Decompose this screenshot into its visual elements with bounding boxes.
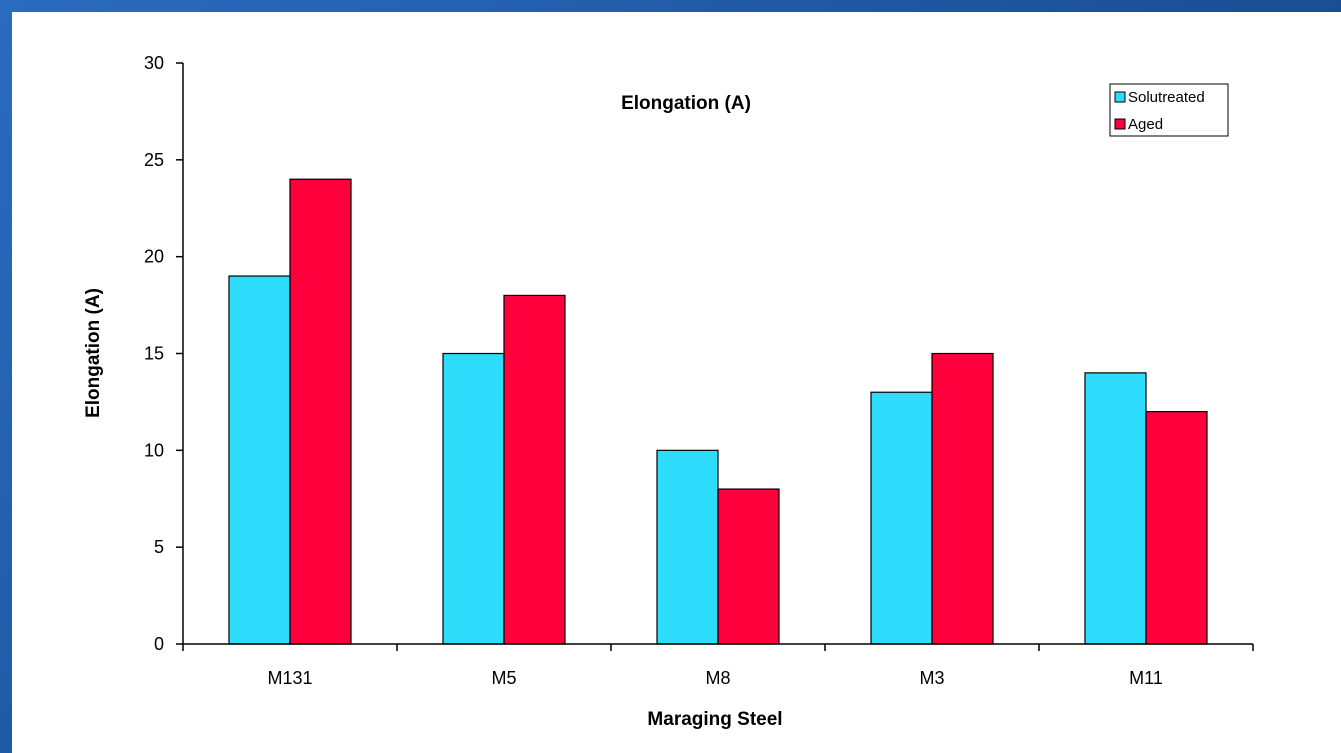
bar-solutreated-m131: [228, 275, 291, 645]
legend-label-solutreated: Solutreated: [1128, 89, 1205, 106]
y-tick-label: 0: [154, 634, 164, 654]
bar-solutreated-m5: [442, 352, 505, 645]
chart-title: Elongation (A): [621, 93, 751, 114]
y-tick-label: 25: [144, 150, 164, 170]
x-tick-label: M3: [919, 668, 944, 688]
bar-solutreated-m3: [870, 391, 933, 645]
y-axis-label: Elongation (A): [83, 288, 104, 418]
x-tick-label: M8: [705, 668, 730, 688]
x-tick-label: M11: [1129, 668, 1163, 688]
bar-aged-m5: [503, 294, 566, 645]
legend-box: [1109, 83, 1229, 137]
y-tick-label: 5: [154, 537, 164, 557]
y-tick-label: 20: [144, 247, 164, 267]
legend-label-aged: Aged: [1128, 116, 1163, 133]
x-tick-label: M5: [491, 668, 516, 688]
x-axis-label: Maraging Steel: [647, 709, 782, 730]
legend-swatch-aged: [1114, 118, 1126, 130]
y-tick-label: 15: [144, 344, 164, 364]
bar-solutreated-m11: [1084, 372, 1147, 645]
y-tick-label: 10: [144, 440, 164, 460]
bar-solutreated-m8: [656, 449, 719, 645]
x-tick-label: M131: [267, 668, 312, 688]
bar-aged-m131: [289, 178, 352, 645]
bar-aged-m11: [1145, 411, 1208, 645]
legend: Solutreated Aged: [1109, 83, 1229, 137]
bar-aged-m8: [717, 488, 780, 645]
bar-aged-m3: [931, 352, 994, 645]
y-tick-label: 30: [144, 53, 164, 73]
legend-swatch-solutreated: [1114, 91, 1126, 103]
